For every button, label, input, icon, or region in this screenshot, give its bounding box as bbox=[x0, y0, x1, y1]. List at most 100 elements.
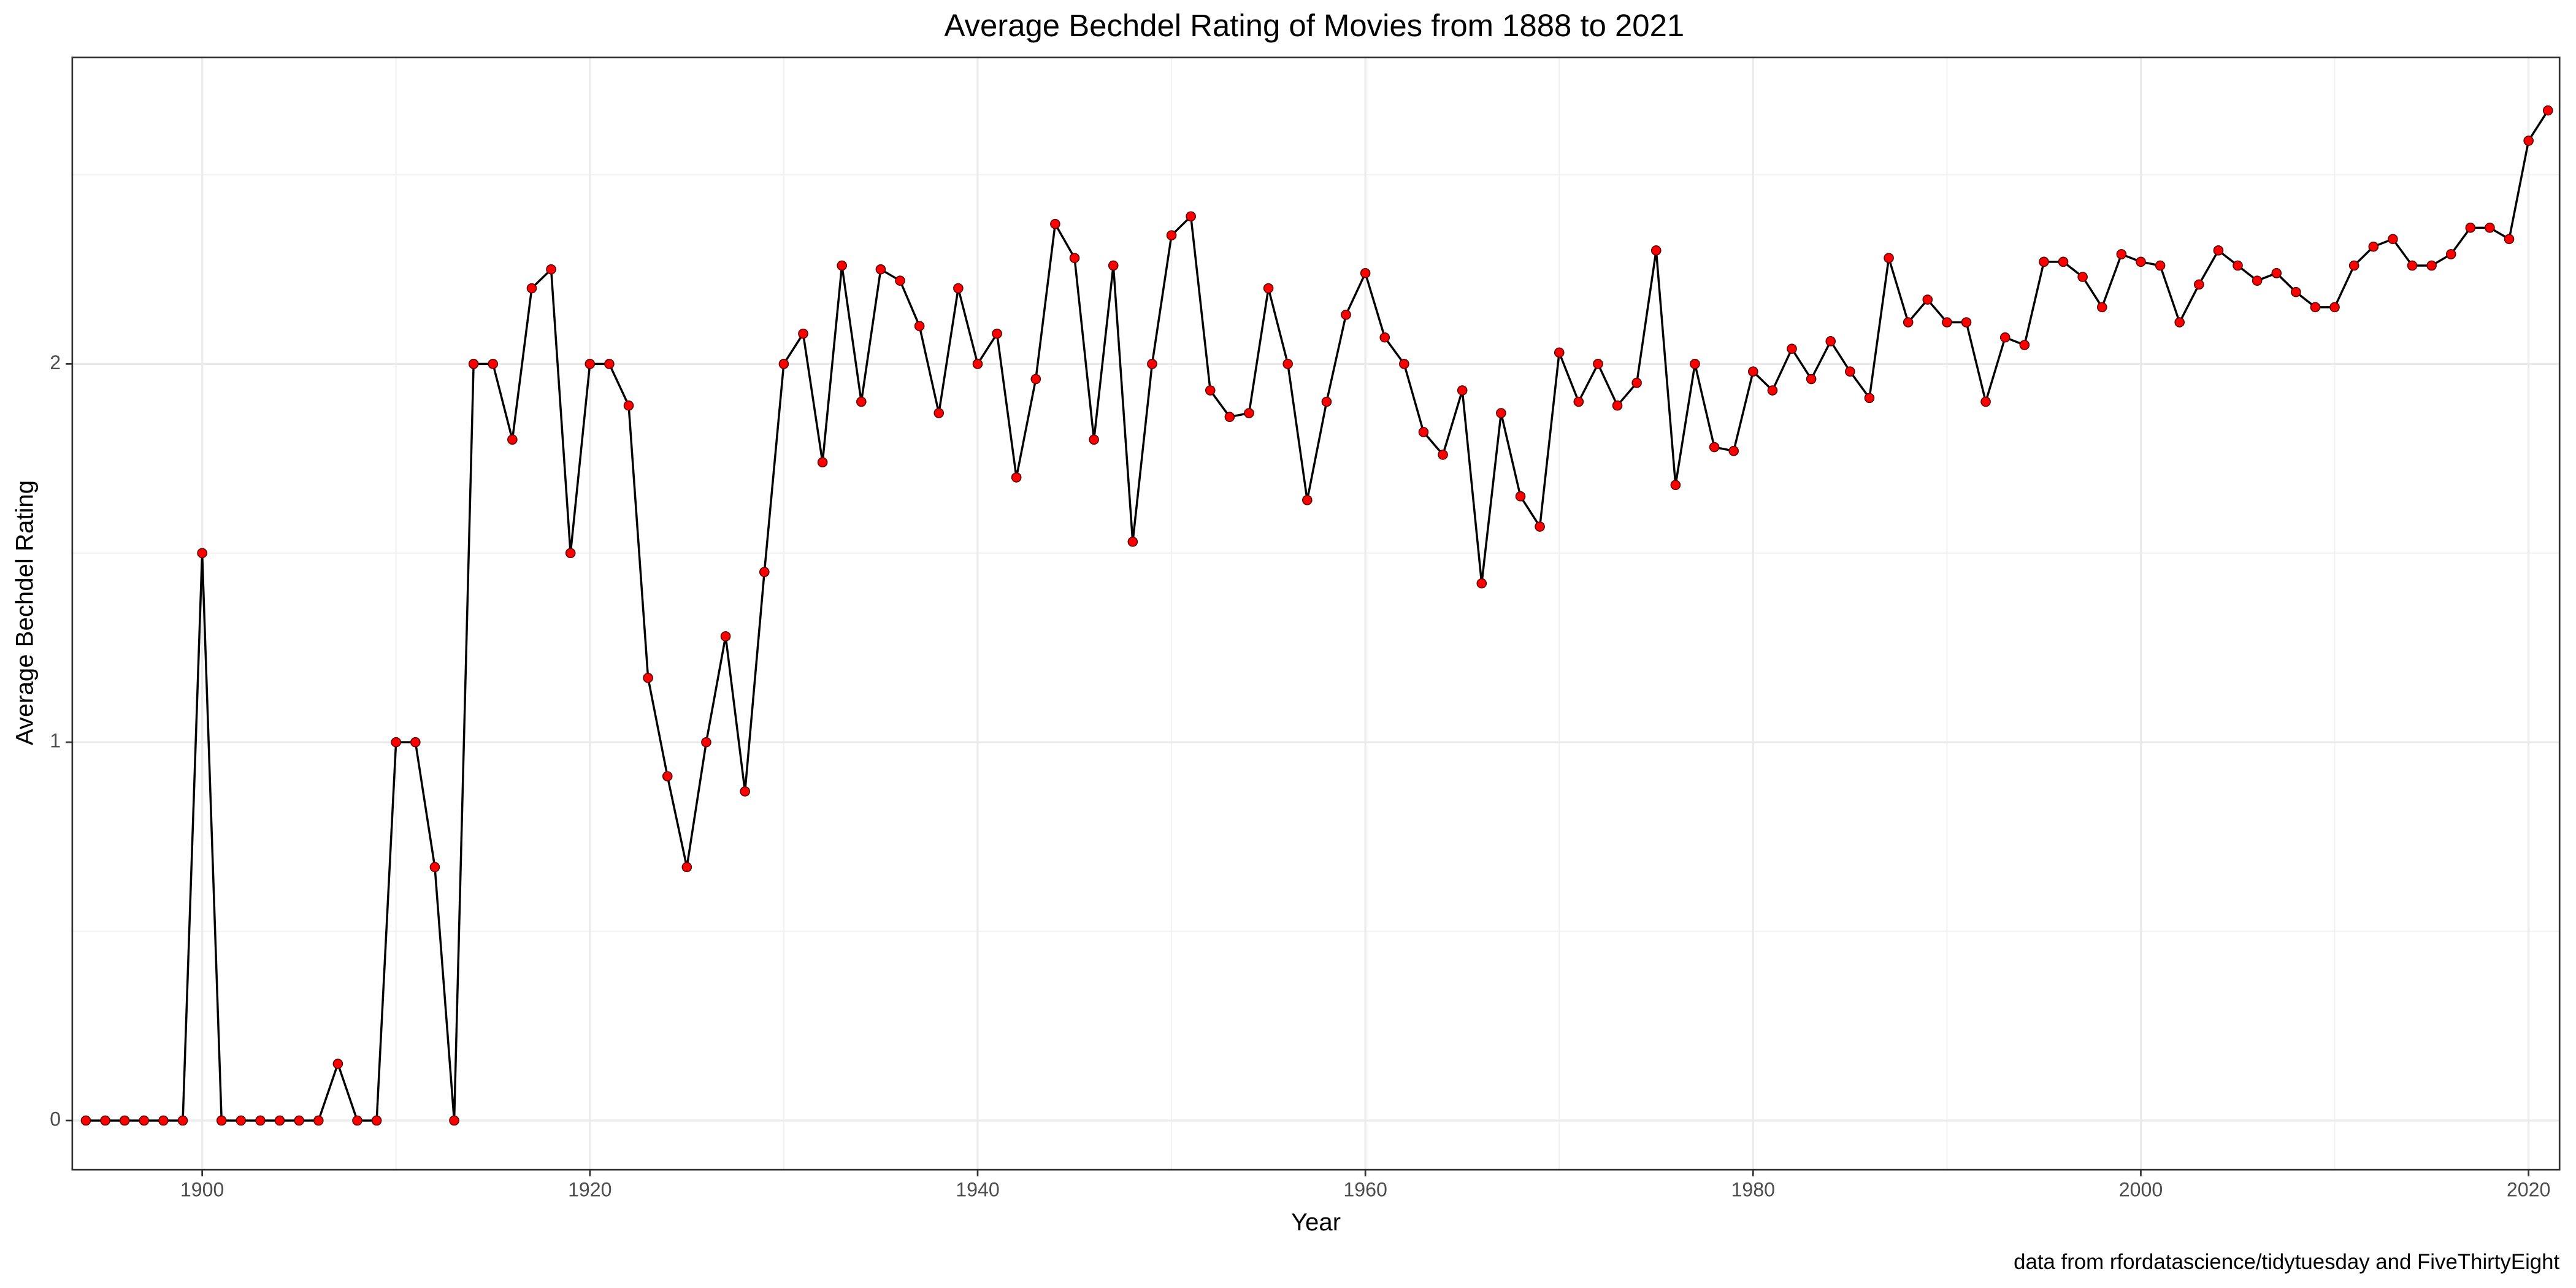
y-tick-label: 0 bbox=[50, 1108, 61, 1130]
point bbox=[778, 359, 789, 369]
point bbox=[837, 260, 848, 271]
point bbox=[2019, 340, 2030, 350]
point bbox=[1069, 253, 1080, 263]
point bbox=[1011, 472, 1022, 483]
point bbox=[759, 567, 770, 577]
point bbox=[546, 264, 556, 275]
point bbox=[914, 321, 925, 331]
point bbox=[1961, 317, 1972, 328]
point bbox=[1030, 374, 1041, 385]
x-tick-label: 1960 bbox=[1343, 1178, 1387, 1200]
x-tick-label: 1980 bbox=[1731, 1178, 1775, 1200]
point bbox=[2445, 249, 2456, 259]
x-tick-label: 2020 bbox=[2507, 1178, 2550, 1200]
point bbox=[1903, 317, 1914, 328]
point bbox=[798, 328, 808, 339]
point bbox=[2213, 245, 2224, 256]
point bbox=[2193, 279, 2204, 290]
point bbox=[565, 548, 576, 559]
point bbox=[1884, 253, 1894, 263]
point bbox=[1205, 385, 1216, 396]
point bbox=[1999, 332, 2011, 343]
point bbox=[255, 1115, 266, 1126]
point bbox=[2523, 136, 2534, 146]
point bbox=[1360, 268, 1371, 278]
point bbox=[1457, 385, 1468, 396]
line bbox=[85, 110, 2549, 1122]
point bbox=[2233, 260, 2243, 271]
x-tick-label: 2000 bbox=[2119, 1178, 2163, 1200]
point bbox=[80, 1115, 91, 1126]
point bbox=[817, 457, 828, 468]
y-tick-label: 1 bbox=[50, 730, 61, 752]
point bbox=[1515, 491, 1526, 502]
point bbox=[1845, 366, 1855, 377]
point bbox=[2116, 249, 2127, 259]
point bbox=[2039, 256, 2049, 267]
point bbox=[2388, 234, 2398, 245]
point bbox=[1399, 359, 1409, 369]
point bbox=[1321, 396, 1332, 407]
point bbox=[1980, 396, 1991, 407]
point bbox=[1767, 385, 1778, 396]
point bbox=[449, 1115, 459, 1126]
point bbox=[2271, 268, 2282, 278]
point bbox=[1593, 359, 1603, 369]
point bbox=[1244, 408, 1254, 418]
point bbox=[2426, 260, 2437, 271]
point bbox=[933, 408, 945, 418]
point bbox=[177, 1115, 188, 1126]
point bbox=[1864, 393, 1875, 404]
point bbox=[236, 1115, 247, 1126]
point bbox=[429, 862, 440, 873]
point bbox=[701, 737, 711, 748]
point bbox=[1147, 359, 1157, 369]
point bbox=[2504, 234, 2515, 245]
point bbox=[488, 359, 499, 369]
point bbox=[216, 1115, 227, 1126]
point bbox=[1748, 366, 1758, 377]
point bbox=[1825, 336, 1836, 347]
point bbox=[468, 359, 479, 369]
point bbox=[352, 1115, 362, 1126]
point bbox=[526, 283, 537, 294]
point bbox=[197, 548, 207, 559]
point bbox=[875, 264, 886, 275]
point bbox=[1302, 495, 1313, 505]
point bbox=[1263, 283, 1274, 294]
point bbox=[2348, 260, 2359, 271]
point bbox=[2096, 302, 2107, 313]
point bbox=[856, 396, 867, 407]
point bbox=[643, 672, 653, 683]
point bbox=[1224, 412, 1235, 423]
point bbox=[1438, 450, 1448, 460]
point bbox=[1806, 374, 1817, 385]
point bbox=[992, 328, 1002, 339]
point bbox=[1379, 332, 1390, 343]
point bbox=[1050, 218, 1060, 229]
point bbox=[391, 737, 402, 748]
point bbox=[371, 1115, 382, 1126]
point bbox=[274, 1115, 285, 1126]
point bbox=[1631, 377, 1642, 388]
point bbox=[1282, 359, 1294, 369]
point bbox=[1670, 480, 1681, 491]
point bbox=[604, 359, 615, 369]
caption: data from rfordatascience/tidytuesday an… bbox=[2014, 1250, 2559, 1274]
point bbox=[2465, 223, 2476, 233]
point bbox=[2329, 302, 2340, 313]
point bbox=[1089, 434, 1099, 445]
chart-title: Average Bechdel Rating of Movies from 18… bbox=[945, 8, 1685, 43]
point bbox=[720, 631, 731, 642]
point bbox=[1690, 359, 1700, 369]
point bbox=[294, 1115, 304, 1126]
point bbox=[2077, 272, 2088, 282]
point bbox=[100, 1115, 110, 1126]
x-tick-label: 1900 bbox=[180, 1178, 224, 1200]
point bbox=[1709, 442, 1720, 453]
point bbox=[1554, 347, 1565, 358]
point bbox=[2310, 302, 2321, 313]
point bbox=[1108, 260, 1119, 271]
x-axis-label: Year bbox=[1291, 1208, 1341, 1236]
point bbox=[1476, 578, 1487, 589]
